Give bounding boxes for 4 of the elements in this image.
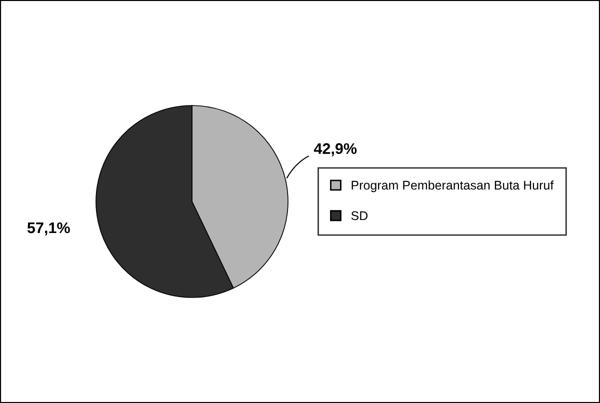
legend-label: Program Pemberantasan Buta Huruf — [352, 180, 554, 192]
data-label: 57,1% — [27, 222, 70, 236]
data-label: 42,9% — [314, 143, 357, 156]
legend-label: SD — [351, 211, 368, 220]
